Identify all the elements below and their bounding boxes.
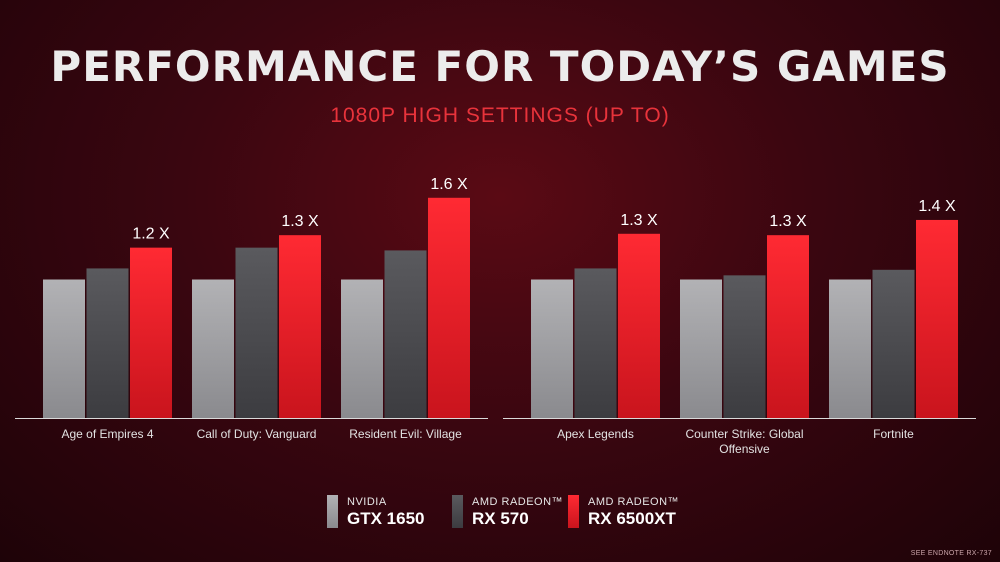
legend-swatch-rx570 <box>452 495 463 528</box>
legend-swatch-gtx1650 <box>327 495 338 528</box>
bar-gtx1650 <box>680 279 722 418</box>
category-label: Age of Empires 4 <box>61 427 153 441</box>
bar-rx6500xt <box>428 197 470 418</box>
category-label: Apex Legends <box>557 427 634 441</box>
data-label: 1.4 X <box>918 198 956 215</box>
bar-rx570 <box>723 275 766 418</box>
legend-brand: AMD RADEON™ <box>588 496 680 508</box>
data-label: 1.2 X <box>132 226 170 243</box>
bar-gtx1650 <box>192 279 234 418</box>
slide-subtitle: 1080P HIGH SETTINGS (UP TO) <box>330 104 670 127</box>
bar-rx6500xt <box>916 219 958 418</box>
bar-rx6500xt <box>279 235 321 418</box>
bar-rx570 <box>574 268 617 418</box>
data-label: 1.3 X <box>620 212 658 229</box>
bar-gtx1650 <box>829 279 871 418</box>
legend-model: GTX 1650 <box>347 509 425 528</box>
bar-rx6500xt <box>618 233 660 418</box>
bar-rx570 <box>872 269 915 418</box>
legend-swatch-rx6500xt <box>568 495 579 528</box>
bar-rx6500xt <box>767 235 809 418</box>
slide-title: PERFORMANCE FOR TODAY’S GAMES <box>50 42 950 91</box>
endnote: SEE ENDNOTE RX-737 <box>910 550 992 557</box>
data-label: 1.3 X <box>769 213 807 230</box>
category-label: Call of Duty: Vanguard <box>197 427 317 441</box>
category-label: Fortnite <box>873 427 914 441</box>
legend-model: RX 570 <box>472 509 529 528</box>
bar-gtx1650 <box>43 279 85 418</box>
category-label: Counter Strike: Global <box>685 427 803 441</box>
bar-gtx1650 <box>531 279 573 418</box>
bar-rx570 <box>86 268 129 418</box>
category-label: Resident Evil: Village <box>349 427 462 441</box>
data-label: 1.3 X <box>281 213 319 230</box>
data-label: 1.6 X <box>430 176 468 193</box>
bar-gtx1650 <box>341 279 383 418</box>
legend-model: RX 6500XT <box>588 509 676 528</box>
bar-rx570 <box>384 250 427 418</box>
legend-brand: NVIDIA <box>347 496 387 508</box>
legend-brand: AMD RADEON™ <box>472 496 564 508</box>
bar-rx6500xt <box>130 247 172 418</box>
bar-rx570 <box>235 247 278 418</box>
category-label: Offensive <box>719 442 770 456</box>
